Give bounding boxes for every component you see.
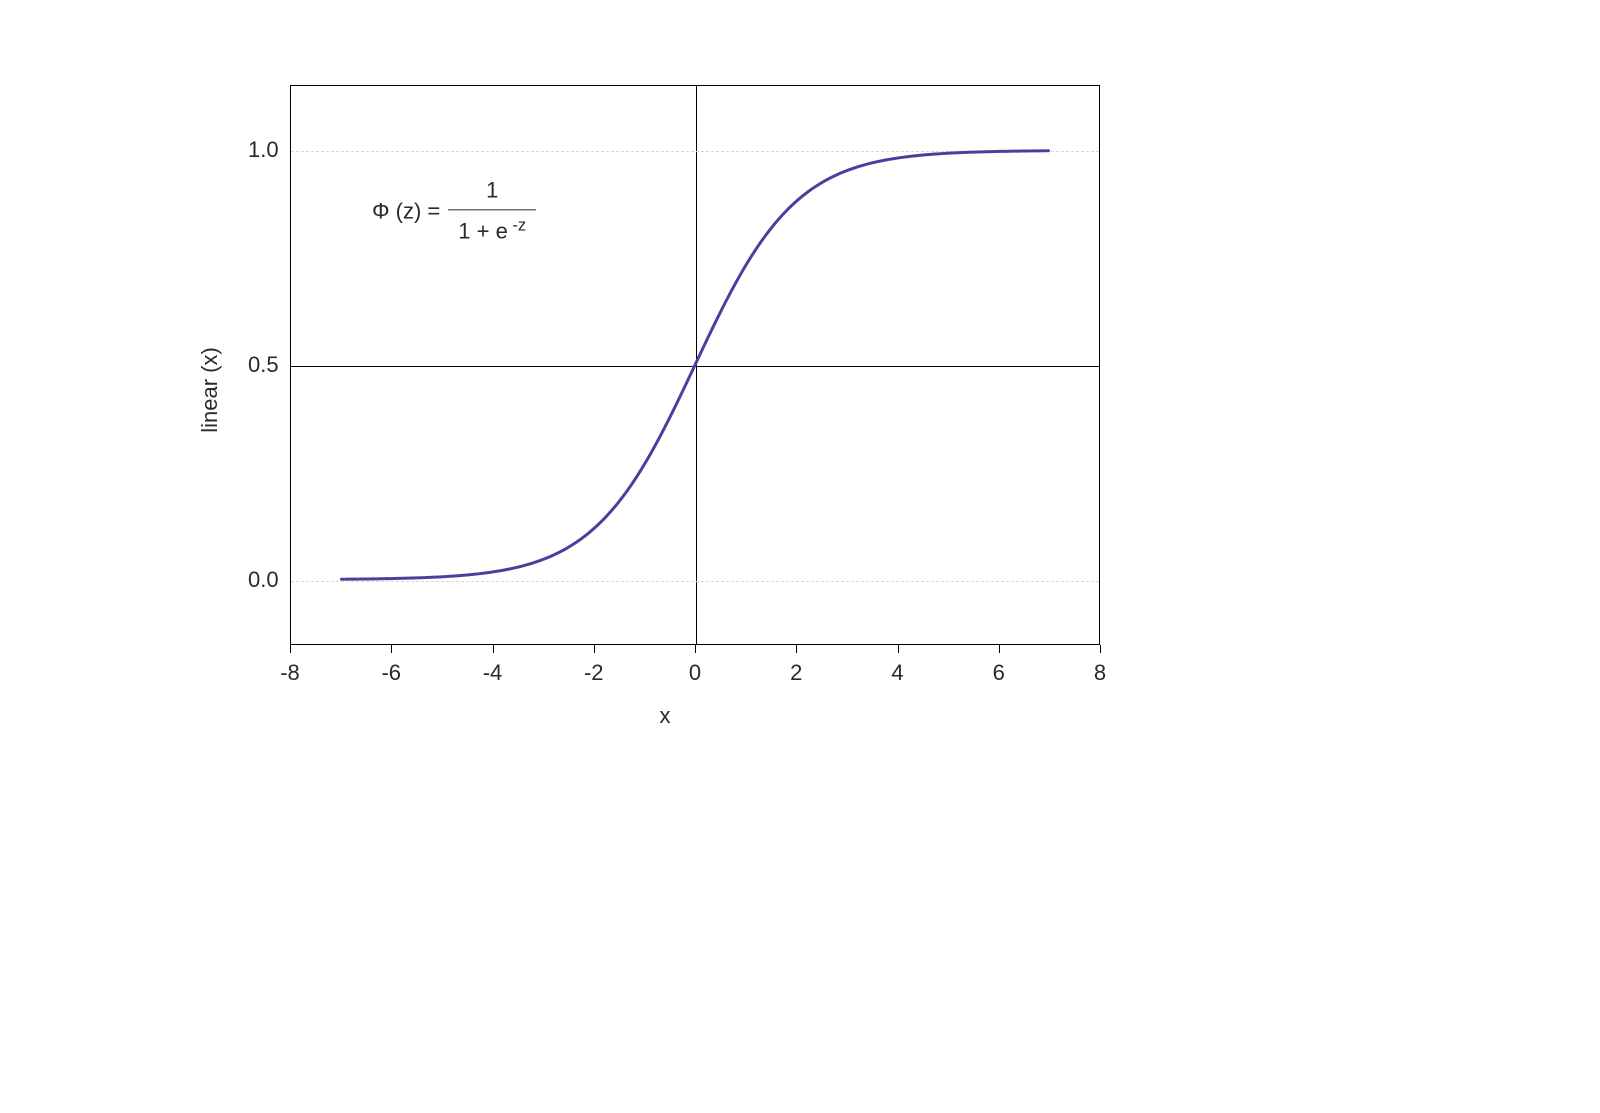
x-tick-label: -2 [584, 660, 604, 686]
x-tick [999, 645, 1000, 653]
x-tick-label: 6 [993, 660, 1005, 686]
x-tick [290, 645, 291, 653]
x-tick [898, 645, 899, 653]
x-tick-label: -8 [280, 660, 300, 686]
formula-fraction: 1 1 + e -z [448, 173, 536, 248]
y-axis-label: linear (x) [197, 347, 223, 433]
x-tick-label: 2 [790, 660, 802, 686]
y-tick-label: 1.0 [248, 137, 279, 163]
y-tick-label: 0.0 [248, 567, 279, 593]
formula-denominator: 1 + e -z [448, 209, 536, 248]
formula-numerator: 1 [468, 173, 516, 209]
sigmoid-chart: Φ (z) = 1 1 + e -z x linear (x) -8-6-4-2… [230, 85, 1100, 695]
x-tick-label: 4 [891, 660, 903, 686]
y-tick-label: 0.5 [248, 352, 279, 378]
x-axis-label: x [660, 703, 671, 729]
sigmoid-formula: Φ (z) = 1 1 + e -z [372, 173, 536, 248]
x-tick [695, 645, 696, 653]
x-tick-label: 0 [689, 660, 701, 686]
x-tick [1100, 645, 1101, 653]
x-tick [493, 645, 494, 653]
formula-lhs: Φ (z) = [372, 198, 440, 224]
x-tick [796, 645, 797, 653]
x-tick-label: -6 [381, 660, 401, 686]
x-tick [391, 645, 392, 653]
x-tick-label: 8 [1094, 660, 1106, 686]
sigmoid-curve [291, 86, 1099, 644]
plot-area: Φ (z) = 1 1 + e -z [290, 85, 1100, 645]
x-tick [594, 645, 595, 653]
x-tick-label: -4 [483, 660, 503, 686]
